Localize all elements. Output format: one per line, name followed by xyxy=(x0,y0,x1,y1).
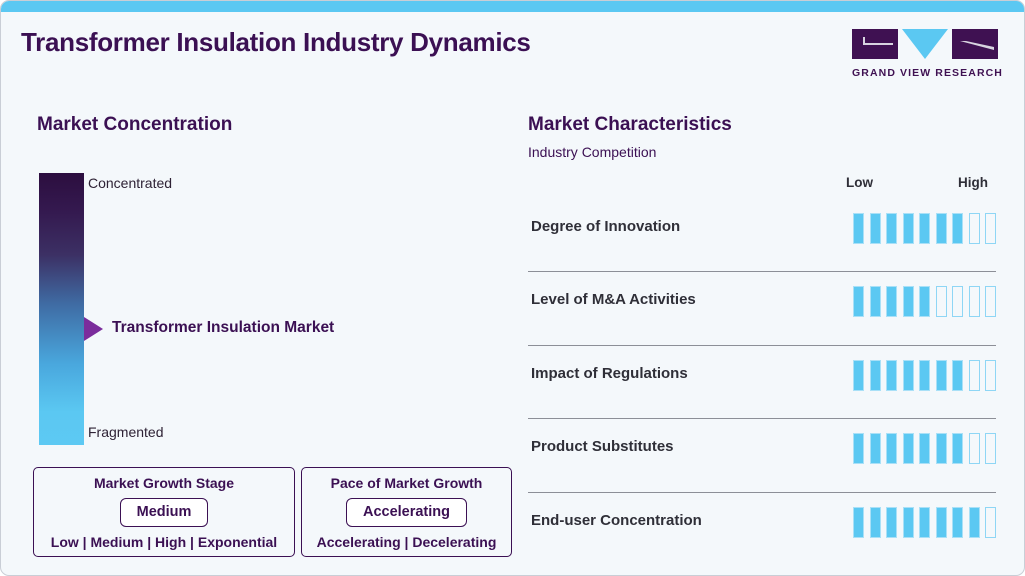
market-growth-stage-title: Market Growth Stage xyxy=(93,475,235,491)
meter-tick-filled xyxy=(952,506,963,538)
meter-tick-filled xyxy=(869,433,881,465)
meter-tick-filled xyxy=(902,213,914,244)
meter-tick-filled xyxy=(935,433,947,465)
meter-tick-filled xyxy=(919,506,930,538)
characteristic-label: Level of M&A Activities xyxy=(531,291,696,309)
logo-wordmark: GRAND VIEW RESEARCH xyxy=(852,67,1003,79)
axis-label-low: Low xyxy=(846,175,873,190)
meter-tick-filled xyxy=(869,506,881,538)
market-characteristics-subheading: Industry Competition xyxy=(528,144,657,160)
meter-tick-empty xyxy=(985,213,996,244)
meter-tick-filled xyxy=(853,359,864,391)
characteristic-meter xyxy=(853,506,996,538)
axis-label-high: High xyxy=(958,175,988,190)
market-growth-stage-scale: Low | Medium | High | Exponential xyxy=(50,534,278,550)
top-accent-bar xyxy=(1,1,1024,12)
meter-tick-filled xyxy=(886,433,897,465)
meter-tick-empty xyxy=(985,506,996,538)
logo-marks xyxy=(852,29,1002,61)
meter-tick-filled xyxy=(919,286,930,318)
characteristic-row: Product Substitutes xyxy=(528,419,996,493)
characteristic-label: End-user Concentration xyxy=(531,511,702,529)
meter-tick-filled xyxy=(869,286,881,318)
meter-tick-filled xyxy=(902,506,914,538)
meter-tick-filled xyxy=(886,213,897,244)
market-growth-stage-box: Market Growth Stage Medium Low | Medium … xyxy=(33,467,295,557)
meter-tick-filled xyxy=(952,433,963,465)
meter-tick-filled xyxy=(902,286,914,318)
meter-tick-filled xyxy=(869,213,881,244)
meter-tick-filled xyxy=(853,286,864,318)
meter-tick-filled xyxy=(919,213,930,244)
meter-tick-filled xyxy=(869,359,881,391)
meter-tick-filled xyxy=(902,359,914,391)
meter-tick-empty xyxy=(968,213,980,244)
pace-of-market-growth-scale: Accelerating | Decelerating xyxy=(316,534,497,550)
meter-tick-empty xyxy=(968,286,980,318)
page-title: Transformer Insulation Industry Dynamics xyxy=(21,27,531,57)
characteristic-meter xyxy=(853,433,996,465)
meter-tick-filled xyxy=(886,359,897,391)
meter-tick-empty xyxy=(935,286,947,318)
market-growth-stage-value: Medium xyxy=(119,498,209,527)
logo-right-diagonal-stroke xyxy=(960,41,994,50)
meter-tick-filled xyxy=(853,506,864,538)
market-characteristics-heading: Market Characteristics xyxy=(528,114,732,135)
pace-of-market-growth-title: Pace of Market Growth xyxy=(330,475,483,491)
market-concentration-heading: Market Concentration xyxy=(37,114,233,135)
meter-tick-filled xyxy=(919,359,930,391)
pace-of-market-growth-box: Pace of Market Growth Accelerating Accel… xyxy=(301,467,512,557)
characteristic-row: Level of M&A Activities xyxy=(528,272,996,346)
meter-tick-empty xyxy=(985,433,996,465)
brand-logo: GRAND VIEW RESEARCH xyxy=(852,29,1002,79)
meter-tick-empty xyxy=(952,286,963,318)
meter-tick-filled xyxy=(968,506,980,538)
characteristic-meter xyxy=(853,286,996,318)
logo-left-vertical-stroke xyxy=(863,37,865,45)
characteristic-row: End-user Concentration xyxy=(528,493,996,565)
meter-tick-filled xyxy=(935,359,947,391)
market-position-label: Transformer Insulation Market xyxy=(112,319,335,336)
characteristics-list: Degree of Innovation Level of M&A Activit… xyxy=(528,199,996,565)
characteristic-label: Degree of Innovation xyxy=(531,218,681,235)
meter-tick-filled xyxy=(935,213,947,244)
meter-tick-filled xyxy=(935,506,947,538)
meter-tick-empty xyxy=(968,359,980,391)
meter-tick-filled xyxy=(853,213,864,244)
concentration-gradient-scale xyxy=(39,173,84,445)
market-position-arrow-icon xyxy=(84,317,103,341)
characteristic-meter xyxy=(853,213,996,244)
meter-tick-filled xyxy=(919,433,930,465)
characteristic-label: Impact of Regulations xyxy=(531,364,688,382)
characteristic-row: Impact of Regulations xyxy=(528,346,996,420)
characteristic-row: Degree of Innovation xyxy=(528,199,996,273)
logo-block-right-icon xyxy=(952,29,998,59)
meter-tick-empty xyxy=(968,433,980,465)
characteristic-meter xyxy=(853,359,996,391)
pace-of-market-growth-value: Accelerating xyxy=(345,498,468,527)
logo-block-left-icon xyxy=(852,29,898,59)
characteristic-label: Product Substitutes xyxy=(531,438,674,456)
meter-tick-empty xyxy=(985,359,996,391)
meter-tick-filled xyxy=(952,213,963,244)
meter-tick-filled xyxy=(902,433,914,465)
meter-tick-empty xyxy=(985,286,996,318)
scale-bottom-label: Fragmented xyxy=(88,424,164,440)
meter-tick-filled xyxy=(952,359,963,391)
meter-tick-filled xyxy=(886,286,897,318)
logo-triangle-icon xyxy=(902,29,948,59)
meter-tick-filled xyxy=(853,433,864,465)
meter-tick-filled xyxy=(886,506,897,538)
scale-top-label: Concentrated xyxy=(88,175,173,191)
logo-left-horizontal-stroke xyxy=(863,43,893,45)
